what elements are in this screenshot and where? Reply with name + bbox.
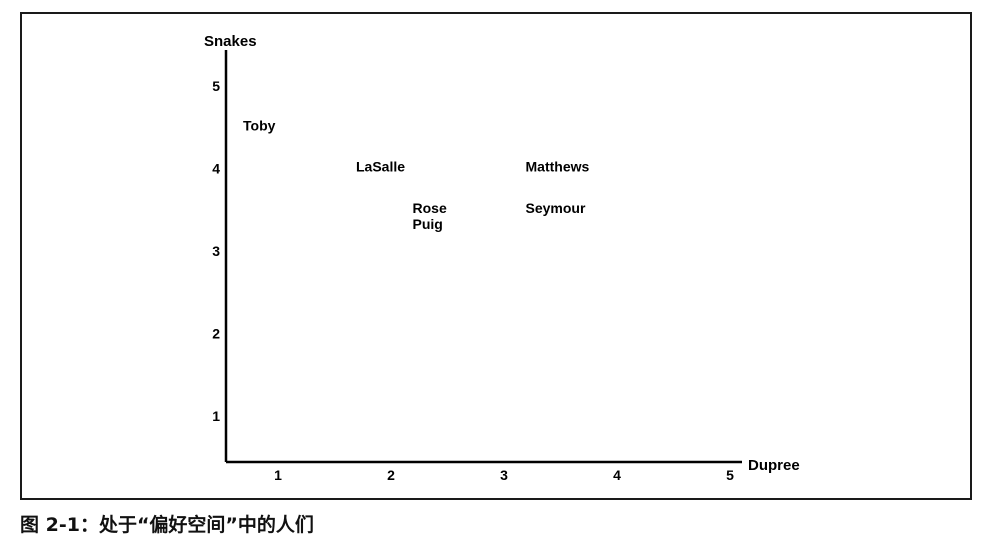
x-tick-label: 3 [500,467,508,483]
point-label-puig: Puig [413,216,443,232]
y-axis-title: Snakes [204,33,257,50]
figure-caption: 图 2-1：处于“偏好空间”中的人们 [20,514,314,536]
y-tick-label: 1 [212,408,220,424]
x-tick-label: 1 [274,467,282,483]
point-label-rose: Rose [413,200,447,216]
x-axis-title: Dupree [748,457,800,474]
x-tick-label: 5 [726,467,734,483]
y-tick-label: 3 [212,243,220,259]
ticks: 1 2 3 4 5 1 2 3 4 5 [212,78,734,483]
x-tick-label: 2 [387,467,395,483]
figure-frame [20,12,972,500]
point-label-matthews: Matthews [526,159,590,175]
x-tick-label: 4 [613,467,621,483]
y-tick-label: 2 [212,326,220,342]
point-label-lasalle: LaSalle [356,159,405,175]
point-label-toby: Toby [243,117,276,133]
axes [224,50,742,464]
y-tick-label: 5 [212,78,220,94]
point-label-seymour: Seymour [526,200,586,216]
y-tick-label: 4 [212,161,220,177]
